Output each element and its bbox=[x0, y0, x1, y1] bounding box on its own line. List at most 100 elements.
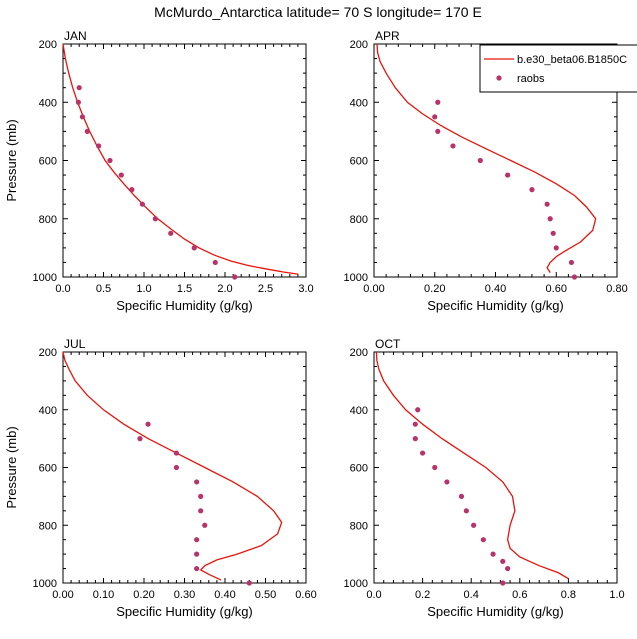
x-tick-label: 0.20 bbox=[133, 589, 154, 601]
legend-obs-swatch bbox=[496, 75, 502, 81]
panel-title: JAN bbox=[64, 29, 87, 43]
y-tick-label: 200 bbox=[350, 347, 368, 359]
legend-obs-label: raobs bbox=[517, 73, 545, 85]
obs-point bbox=[202, 522, 208, 528]
y-tick-label: 200 bbox=[39, 39, 57, 51]
obs-point bbox=[198, 508, 204, 514]
x-tick-label: 0.8 bbox=[561, 589, 576, 601]
x-tick-label: 3.0 bbox=[298, 283, 313, 295]
panel-oct: 0.0 0.2 0.4 0.6 0.8 1.0 200 400 600 800 1000 OCT Spe… bbox=[344, 337, 625, 619]
y-axis-title: Pressure (mb) bbox=[4, 426, 19, 508]
y-tick-label: 800 bbox=[350, 520, 368, 532]
obs-point bbox=[194, 537, 200, 543]
obs-point bbox=[168, 230, 174, 236]
x-tick-label: 1.5 bbox=[177, 283, 192, 295]
y-tick-label: 1000 bbox=[33, 272, 57, 284]
y-tick-label: 600 bbox=[39, 156, 57, 168]
obs-point bbox=[139, 201, 145, 207]
obs-point bbox=[420, 450, 426, 456]
obs-point bbox=[76, 85, 82, 91]
obs-point bbox=[194, 565, 200, 572]
obs-point bbox=[246, 580, 252, 586]
y-tick-label: 1000 bbox=[344, 272, 368, 284]
x-tick-label: 0.2 bbox=[415, 589, 430, 601]
obs-point bbox=[173, 464, 179, 471]
plot-frame bbox=[373, 351, 618, 584]
obs-point bbox=[500, 580, 506, 586]
x-tick-label: 0.30 bbox=[174, 589, 195, 601]
obs-point bbox=[137, 436, 143, 442]
y-tick-label: 600 bbox=[39, 463, 57, 475]
legend-box bbox=[479, 44, 637, 93]
x-tick-label: 0.40 bbox=[214, 589, 235, 601]
obs-point bbox=[194, 551, 200, 557]
obs-point bbox=[547, 216, 553, 222]
obs-point bbox=[505, 172, 511, 178]
obs-point bbox=[173, 450, 179, 456]
obs-point bbox=[471, 522, 477, 528]
obs-point bbox=[500, 558, 506, 564]
panel-title: JUL bbox=[64, 337, 86, 351]
y-tick-label: 800 bbox=[350, 214, 368, 226]
obs-point bbox=[107, 157, 113, 164]
obs-point bbox=[432, 114, 438, 120]
obs-point bbox=[505, 565, 511, 572]
x-tick-label: 0.10 bbox=[93, 589, 114, 601]
model-series-line bbox=[62, 351, 283, 581]
obs-point bbox=[571, 274, 578, 280]
plot-frame bbox=[62, 351, 307, 584]
plot-frame bbox=[62, 43, 307, 278]
panel-title: APR bbox=[375, 29, 400, 43]
panel-apr: 0.00 0.20 0.40 0.60 0.80 200 400 600 800 1000 APR S… bbox=[344, 29, 628, 313]
y-tick-label: 400 bbox=[39, 405, 57, 417]
y-tick-label: 200 bbox=[39, 347, 57, 359]
obs-point bbox=[529, 187, 535, 193]
x-tick-label: 0.60 bbox=[295, 589, 316, 601]
x-tick-label: 1.0 bbox=[136, 283, 151, 295]
x-tick-label: 0.5 bbox=[96, 283, 111, 295]
obs-point bbox=[129, 187, 135, 193]
obs-point bbox=[450, 143, 456, 149]
y-tick-label: 400 bbox=[350, 405, 368, 417]
obs-point bbox=[412, 421, 418, 427]
obs-point bbox=[232, 274, 238, 280]
obs-point bbox=[145, 421, 151, 427]
obs-point bbox=[553, 245, 559, 251]
obs-point bbox=[212, 259, 218, 266]
obs-point bbox=[412, 436, 418, 442]
obs-point bbox=[435, 128, 441, 134]
panels: 0.0 0.5 1.0 1.5 2.0 2.5 3.0 200 400 600 800 1000 JAN… bbox=[4, 29, 628, 619]
y-tick-label: 1000 bbox=[344, 578, 368, 590]
panel-jan: 0.0 0.5 1.0 1.5 2.0 2.5 3.0 200 400 600 800 1000 JAN… bbox=[4, 29, 314, 313]
obs-point bbox=[194, 479, 200, 485]
y-tick-label: 400 bbox=[39, 97, 57, 109]
obs-point bbox=[96, 143, 102, 149]
obs-point bbox=[444, 479, 450, 485]
obs-point bbox=[490, 551, 496, 557]
x-tick-label: 0.0 bbox=[366, 589, 381, 601]
y-tick-label: 400 bbox=[350, 97, 368, 109]
x-tick-label: 0.00 bbox=[52, 589, 73, 601]
x-axis-title: Specific Humidity (g/kg) bbox=[427, 298, 564, 313]
x-axis-title: Specific Humidity (g/kg) bbox=[427, 604, 564, 619]
obs-point bbox=[118, 172, 124, 178]
legend-model-label: b.e30_beta06.B1850C bbox=[517, 54, 627, 66]
x-tick-label: 0.50 bbox=[255, 589, 276, 601]
obs-point bbox=[415, 407, 421, 413]
panel-jul: 0.00 0.10 0.20 0.30 0.40 0.50 0.60 200 400 600 800… bbox=[4, 337, 317, 619]
x-tick-label: 0.4 bbox=[464, 589, 479, 601]
x-tick-label: 0.00 bbox=[363, 283, 384, 295]
x-tick-label: 0.20 bbox=[424, 283, 445, 295]
obs-point bbox=[458, 493, 465, 499]
obs-point bbox=[79, 114, 86, 120]
model-series-line bbox=[375, 351, 569, 580]
y-tick-label: 800 bbox=[39, 214, 57, 226]
y-axis-title: Pressure (mb) bbox=[4, 119, 19, 201]
x-tick-label: 0.80 bbox=[606, 283, 627, 295]
y-tick-label: 600 bbox=[350, 156, 368, 168]
y-tick-label: 600 bbox=[350, 463, 368, 475]
obs-point bbox=[480, 537, 486, 543]
x-tick-label: 0.6 bbox=[512, 589, 527, 601]
